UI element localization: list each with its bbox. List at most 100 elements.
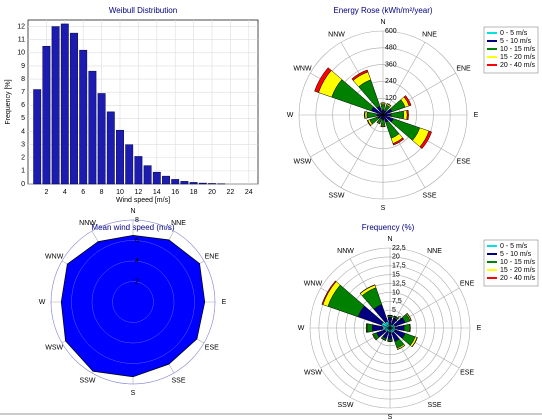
grid-circle [71, 240, 195, 364]
direction-label: N [380, 19, 385, 26]
direction-label: WSW [304, 369, 322, 376]
chart-title: Weibull Distribution [109, 6, 177, 15]
legend-label: 0 - 5 m/s [500, 30, 528, 37]
direction-label: WSW [294, 158, 312, 165]
direction-label: N [387, 236, 392, 243]
bar [208, 183, 216, 185]
direction-label: E [477, 325, 482, 332]
wedge [403, 110, 408, 120]
r-tick-label: 360 [385, 61, 397, 68]
x-tick-label: 14 [153, 189, 161, 196]
r-tick-label: 2 [135, 278, 139, 285]
wedge [397, 344, 406, 350]
spoke [389, 258, 431, 329]
y-tick-label: 6 [21, 102, 25, 109]
chart-title: Energy Rose (kWh/m²/year) [333, 6, 432, 15]
r-tick-label: 8 [135, 217, 139, 224]
wedge [359, 284, 376, 294]
x-tick-label: 22 [227, 189, 235, 196]
direction-label: NNW [328, 31, 345, 38]
legend-label: 10 - 15 m/s [500, 46, 536, 53]
bar [134, 156, 143, 185]
legend-label: 15 - 20 m/s [500, 54, 536, 61]
direction-label: NNE [427, 248, 442, 255]
bar [60, 23, 69, 185]
chart-title: Frequency (%) [362, 223, 415, 232]
direction-label: N [130, 208, 135, 215]
wedge [386, 103, 392, 107]
direction-label: SSE [171, 378, 185, 385]
direction-label: ENE [456, 65, 471, 72]
bar [125, 144, 134, 185]
direction-label: W [39, 299, 46, 306]
x-tick-label: 20 [208, 189, 216, 196]
area [60, 235, 206, 378]
y-axis-label: Frequency [%] [5, 79, 12, 124]
bar [88, 70, 97, 185]
direction-label: WNW [45, 253, 64, 260]
x-tick-label: 10 [116, 189, 124, 196]
direction-label: NNE [171, 220, 186, 227]
r-tick-label: 17,5 [392, 263, 406, 270]
legend-label: 10 - 15 m/s [500, 259, 536, 266]
r-tick-label: 12,5 [392, 280, 406, 287]
y-tick-label: 1 [21, 168, 25, 175]
y-tick-label: 5 [21, 115, 25, 122]
direction-label: SSW [329, 192, 345, 199]
wedge [366, 119, 372, 127]
direction-label: WNW [293, 65, 312, 72]
r-tick-label: 15 [392, 272, 400, 279]
bar [162, 175, 170, 185]
wedge [380, 102, 386, 104]
legend-label: 5 - 10 m/s [500, 251, 532, 258]
x-tick-label: 12 [135, 189, 143, 196]
bar [198, 182, 207, 185]
y-tick-label: 12 [17, 23, 25, 30]
y-tick-label: 3 [21, 141, 25, 148]
wedge [419, 130, 432, 150]
r-tick-label: 10 [392, 289, 400, 296]
r-tick-label: 480 [385, 45, 397, 52]
legend-label: 5 - 10 m/s [500, 38, 532, 45]
y-tick-label: 8 [21, 76, 25, 83]
wedge [411, 337, 418, 348]
direction-label: WNW [304, 280, 323, 287]
r-tick-label: 5 [392, 307, 396, 314]
bar [171, 179, 180, 185]
bar [116, 129, 124, 185]
y-tick-label: 11 [18, 37, 25, 44]
wedge [366, 323, 373, 333]
wedge [351, 69, 369, 81]
direction-label: S [131, 390, 136, 397]
bar [152, 171, 161, 185]
bar [143, 165, 152, 185]
x-tick-label: 6 [81, 189, 85, 196]
direction-label: ESE [457, 158, 471, 165]
wedge [406, 109, 409, 121]
direction-label: ENE [460, 280, 475, 287]
r-tick-label: 2,5 [392, 316, 402, 323]
bar [106, 111, 115, 185]
x-tick-label: 4 [63, 189, 67, 196]
direction-label: E [222, 299, 227, 306]
wedge [403, 324, 410, 332]
x-tick-label: 2 [44, 189, 48, 196]
direction-label: SSW [80, 378, 96, 385]
wedge [392, 137, 405, 146]
grid-circle [112, 281, 154, 323]
bar [180, 181, 189, 185]
direction-label: S [381, 205, 386, 212]
bar [189, 182, 198, 185]
direction-label: SSW [338, 402, 354, 409]
bar [51, 26, 60, 185]
x-tick-label: 16 [171, 189, 179, 196]
x-tick-label: 18 [190, 189, 198, 196]
wedge [393, 315, 399, 319]
grid-circle [91, 260, 175, 344]
wedge [409, 323, 411, 333]
x-axis-label: Wind speed [m/s] [116, 197, 170, 204]
r-tick-label: 240 [385, 78, 397, 85]
r-tick-label: 7,5 [392, 298, 402, 305]
wedge [363, 111, 366, 119]
